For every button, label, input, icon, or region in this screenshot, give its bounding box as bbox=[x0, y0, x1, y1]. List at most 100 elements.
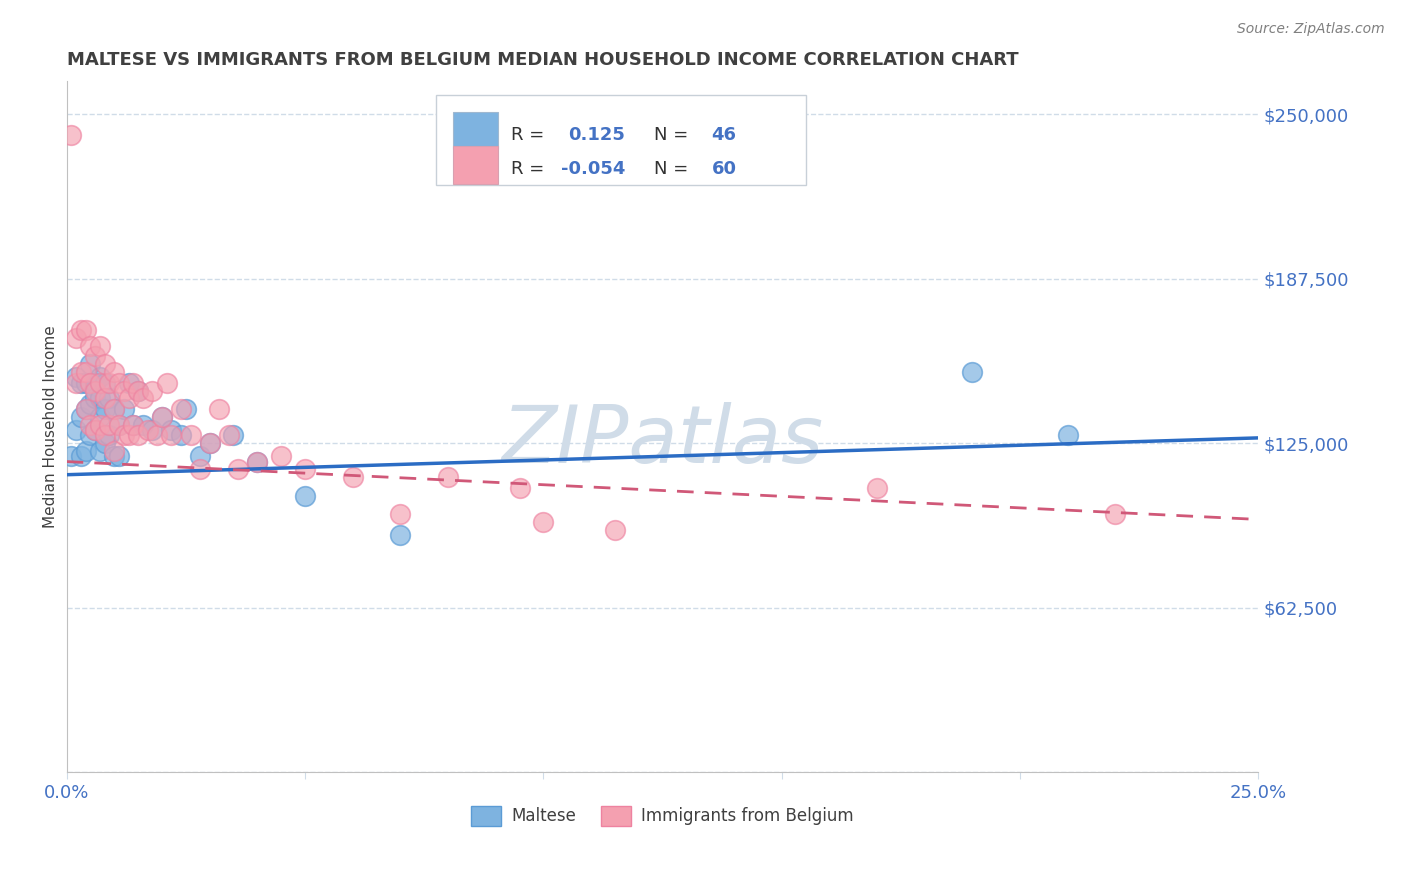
Text: ZIPatlas: ZIPatlas bbox=[502, 401, 824, 480]
Point bbox=[508, 481, 530, 495]
Point bbox=[60, 450, 83, 464]
Point bbox=[156, 376, 179, 390]
Point bbox=[93, 401, 115, 416]
Point bbox=[127, 384, 149, 398]
Point bbox=[218, 428, 240, 442]
Point bbox=[132, 392, 155, 406]
Point bbox=[180, 428, 202, 442]
Point bbox=[70, 409, 93, 424]
Text: N =: N = bbox=[654, 160, 689, 178]
Point bbox=[93, 392, 115, 406]
Point bbox=[112, 401, 135, 416]
FancyBboxPatch shape bbox=[436, 95, 806, 185]
Point bbox=[70, 365, 93, 379]
Point bbox=[294, 462, 316, 476]
Point bbox=[160, 428, 183, 442]
Point bbox=[79, 417, 101, 432]
Point bbox=[1056, 428, 1078, 442]
Point bbox=[89, 444, 111, 458]
Point bbox=[127, 384, 149, 398]
Point bbox=[89, 417, 111, 432]
Point bbox=[188, 462, 211, 476]
Point bbox=[65, 376, 87, 390]
Point bbox=[122, 417, 145, 432]
Point bbox=[174, 401, 197, 416]
Point bbox=[75, 444, 97, 458]
Point bbox=[84, 423, 107, 437]
Text: R =: R = bbox=[512, 126, 544, 144]
Point bbox=[122, 417, 145, 432]
FancyBboxPatch shape bbox=[453, 146, 498, 184]
Point bbox=[108, 417, 131, 432]
Text: Source: ZipAtlas.com: Source: ZipAtlas.com bbox=[1237, 22, 1385, 37]
Point bbox=[79, 339, 101, 353]
Point bbox=[103, 450, 125, 464]
Point bbox=[79, 397, 101, 411]
Point bbox=[112, 428, 135, 442]
Point bbox=[141, 384, 163, 398]
Point bbox=[79, 428, 101, 442]
Point bbox=[75, 365, 97, 379]
Point bbox=[246, 454, 269, 468]
Point bbox=[98, 417, 121, 432]
Point bbox=[270, 450, 292, 464]
Point bbox=[75, 376, 97, 390]
Point bbox=[226, 462, 249, 476]
Text: 46: 46 bbox=[711, 126, 737, 144]
Point bbox=[136, 423, 159, 437]
Point bbox=[98, 376, 121, 390]
Text: R =: R = bbox=[512, 160, 544, 178]
Point bbox=[84, 423, 107, 437]
Point bbox=[208, 401, 231, 416]
Point bbox=[146, 428, 169, 442]
Legend: Maltese, Immigrants from Belgium: Maltese, Immigrants from Belgium bbox=[464, 799, 860, 833]
Point bbox=[65, 331, 87, 345]
Point bbox=[93, 428, 115, 442]
Point bbox=[222, 428, 245, 442]
Point bbox=[866, 481, 889, 495]
Point bbox=[98, 428, 121, 442]
Point bbox=[198, 436, 221, 450]
Point bbox=[65, 423, 87, 437]
Point bbox=[170, 401, 193, 416]
Point bbox=[1104, 507, 1126, 521]
Point bbox=[89, 339, 111, 353]
Point bbox=[84, 384, 107, 398]
Point bbox=[188, 450, 211, 464]
Point bbox=[246, 454, 269, 468]
Point bbox=[127, 428, 149, 442]
Point bbox=[108, 376, 131, 390]
Point bbox=[84, 392, 107, 406]
Point bbox=[79, 357, 101, 371]
Point bbox=[108, 450, 131, 464]
Text: N =: N = bbox=[654, 126, 689, 144]
Point bbox=[75, 323, 97, 337]
Text: -0.054: -0.054 bbox=[561, 160, 626, 178]
FancyBboxPatch shape bbox=[453, 112, 498, 149]
Point bbox=[93, 436, 115, 450]
Point bbox=[89, 392, 111, 406]
Text: 0.125: 0.125 bbox=[568, 126, 626, 144]
Point bbox=[84, 349, 107, 363]
Point bbox=[117, 392, 139, 406]
Point bbox=[93, 376, 115, 390]
Point bbox=[98, 392, 121, 406]
Point bbox=[60, 128, 83, 143]
Point bbox=[70, 450, 93, 464]
Point bbox=[75, 401, 97, 416]
Point bbox=[531, 515, 554, 529]
Point bbox=[103, 401, 125, 416]
Point bbox=[170, 428, 193, 442]
Point bbox=[294, 489, 316, 503]
Point bbox=[117, 376, 139, 390]
Point bbox=[962, 365, 984, 379]
Point bbox=[93, 357, 115, 371]
Point bbox=[342, 470, 364, 484]
Point bbox=[437, 470, 460, 484]
Point bbox=[122, 376, 145, 390]
Point bbox=[117, 428, 139, 442]
Text: 60: 60 bbox=[711, 160, 737, 178]
Point bbox=[389, 507, 412, 521]
Point bbox=[79, 376, 101, 390]
Point bbox=[65, 370, 87, 384]
